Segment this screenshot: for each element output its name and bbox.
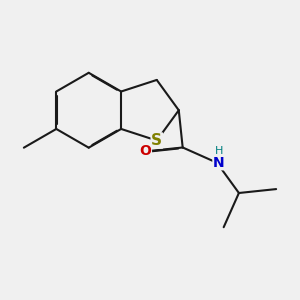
Text: S: S — [151, 133, 162, 148]
Text: O: O — [140, 144, 152, 158]
Text: H: H — [214, 146, 223, 156]
Text: N: N — [213, 156, 225, 170]
